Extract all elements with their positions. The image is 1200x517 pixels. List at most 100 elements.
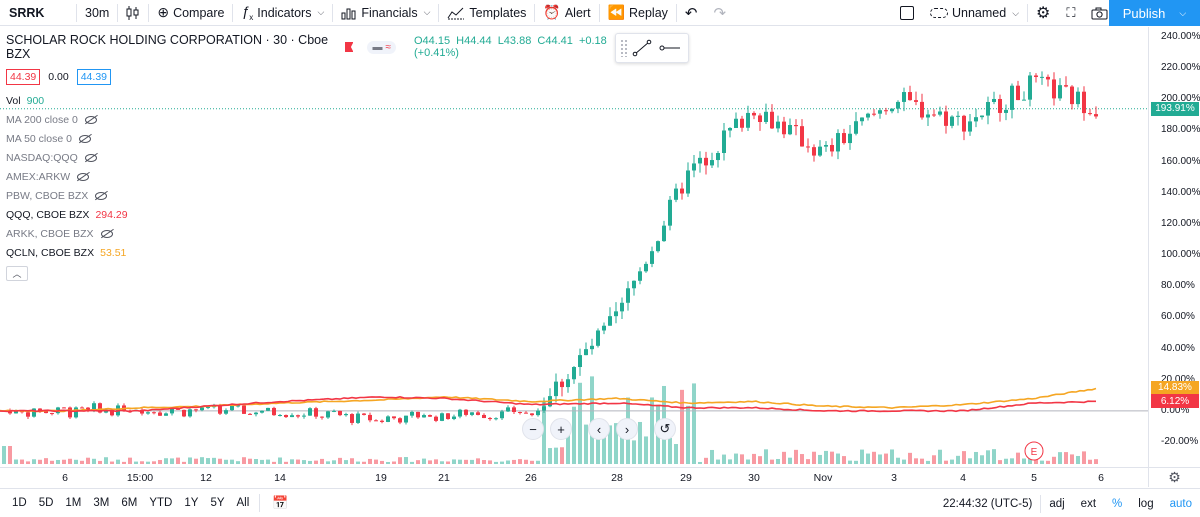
candle-body [284,415,288,418]
replay-button[interactable]: ⏪ Replay [600,0,676,26]
volume-bar [722,454,726,464]
horizontal-ray-tool[interactable] [656,35,684,61]
range-button[interactable]: 5Y [210,497,225,509]
toolbar-divider [598,3,600,22]
range-button[interactable]: 3M [93,497,110,509]
range-button[interactable]: 6M [121,497,138,509]
range-button[interactable]: 5D [38,497,54,509]
indicator-row[interactable]: ARKK, CBOE BZX [6,224,646,243]
volume-bar [548,448,552,464]
compare-button[interactable]: ⊕ Compare [149,0,232,26]
eye-off-icon[interactable] [100,229,113,238]
range-button[interactable]: YTD [149,497,173,509]
eye-off-icon[interactable] [77,172,90,181]
legend-status-pill[interactable]: ▬ ≈ [367,40,396,54]
earnings-marker-circle [1024,441,1044,461]
scroll-right-button[interactable]: › [616,418,638,440]
buy-button[interactable]: 44.39 [76,69,111,85]
candle-body [980,115,984,118]
clock-timezone[interactable]: 22:44:32 (UTC-5) [942,497,1033,510]
zoom-out-button[interactable]: − [522,418,544,440]
trend-line-tool[interactable] [628,35,656,61]
indicator-row[interactable]: QQQ, CBOE BZX 294.29 [6,205,646,224]
time-tick-label: 30 [748,472,760,484]
undo-icon: ↶ [684,4,698,22]
candle-body [170,408,174,414]
auto-toggle[interactable]: auto [1169,497,1192,510]
layout-toggle-button[interactable] [892,0,922,26]
volume-bar [500,461,504,464]
ext-toggle[interactable]: ext [1080,497,1097,510]
legend-symbol-title[interactable]: SCHOLAR ROCK HOLDING CORPORATION · 30 · … [6,33,329,61]
symbol-search-button[interactable]: SRRK [9,5,45,20]
log-toggle[interactable]: log [1138,497,1154,510]
eye-off-icon[interactable] [84,115,97,124]
indicator-row[interactable]: AMEX:ARKW [6,167,646,186]
range-button[interactable]: 1Y [184,497,199,509]
chart-type-button[interactable] [118,0,148,26]
eye-off-icon[interactable] [78,134,91,143]
eye-off-icon[interactable] [84,153,97,162]
toolbar-divider [1027,4,1029,22]
series-line-qcln [0,387,1097,413]
settings-button[interactable]: ⚙ [1028,0,1058,26]
sell-button[interactable]: 44.39 [6,69,41,85]
candle-body [704,157,708,166]
alert-button[interactable]: ⏰ Alert [535,0,598,26]
indicator-row[interactable]: QCLN, CBOE BZX 53.51 [6,243,646,262]
snapshot-button[interactable] [1083,0,1116,26]
indicators-button[interactable]: ƒx Indicators ⌵ [233,0,332,26]
volume-bar [866,453,870,464]
candle-body [98,403,102,413]
adj-toggle[interactable]: adj [1049,497,1065,510]
indicator-row[interactable]: PBW, CBOE BZX [6,186,646,205]
candle-body [650,251,654,264]
date-range-button[interactable]: 📅 [264,495,296,511]
candle-body [734,118,738,128]
price-scale[interactable]: 240.00% 220.00% 200.00% 180.00% 160.00% 140.0… [1148,27,1200,467]
earnings-marker[interactable]: E [1024,441,1044,461]
indicator-row[interactable]: MA 50 close 0 [6,129,646,148]
eye-off-icon[interactable] [95,191,108,200]
scroll-left-button[interactable]: ‹ [588,418,610,440]
templates-button[interactable]: Templates [439,0,534,26]
candle-body [392,416,396,419]
volume-bar [284,461,288,464]
candle-body [806,146,810,148]
time-axis[interactable]: 6 15:00 12 14 19 21 26 28 29 30 Nov 3 4 5 6 [0,467,1148,487]
candle-body [494,418,498,420]
financials-button[interactable]: Financials ⌵ [333,0,438,26]
indicator-row[interactable]: MA 200 close 0 [6,110,646,129]
candle-body [872,113,876,115]
indicator-row[interactable]: NASDAQ:QQQ [6,148,646,167]
percent-toggle[interactable]: % [1112,497,1123,510]
range-button[interactable]: 1D [12,497,27,509]
publish-button[interactable]: Publish ⌵ [1109,0,1200,26]
undo-button[interactable]: ↶ [677,0,706,26]
time-tick-label: 28 [611,472,623,484]
reset-chart-button[interactable]: ↺ [654,418,676,440]
buy-sell-row: 44.39 0.00 44.39 [6,69,646,85]
ohlc-close: C44.41 [537,35,573,47]
zoom-in-button[interactable]: + [550,418,572,440]
interval-button[interactable]: 30m [85,5,110,20]
chart-legend: SCHOLAR ROCK HOLDING CORPORATION · 30 · … [6,33,646,281]
publish-label: Publish [1122,5,1166,21]
redo-button[interactable]: ↷ [705,0,734,26]
candle-body [272,407,276,416]
range-button[interactable]: All [236,497,250,509]
range-button[interactable]: 1M [65,497,82,509]
volume-bar [242,457,246,464]
volume-bar [758,456,762,464]
scale-settings-button[interactable]: ⚙ [1148,467,1200,487]
layout-name-button[interactable]: Unnamed ⌵ [922,0,1027,26]
drag-handle[interactable] [620,39,628,57]
collapse-legend-button[interactable]: ︿ [6,266,28,281]
alarm-clock-icon: ⏰ [543,4,561,20]
fullscreen-button[interactable]: ⛶ [1058,0,1083,26]
volume-bar [404,457,408,464]
candle-body [434,416,438,421]
volume-bar [896,457,900,464]
flag-icon[interactable] [344,42,354,52]
volume-legend-row[interactable]: Vol 900 [6,91,646,110]
